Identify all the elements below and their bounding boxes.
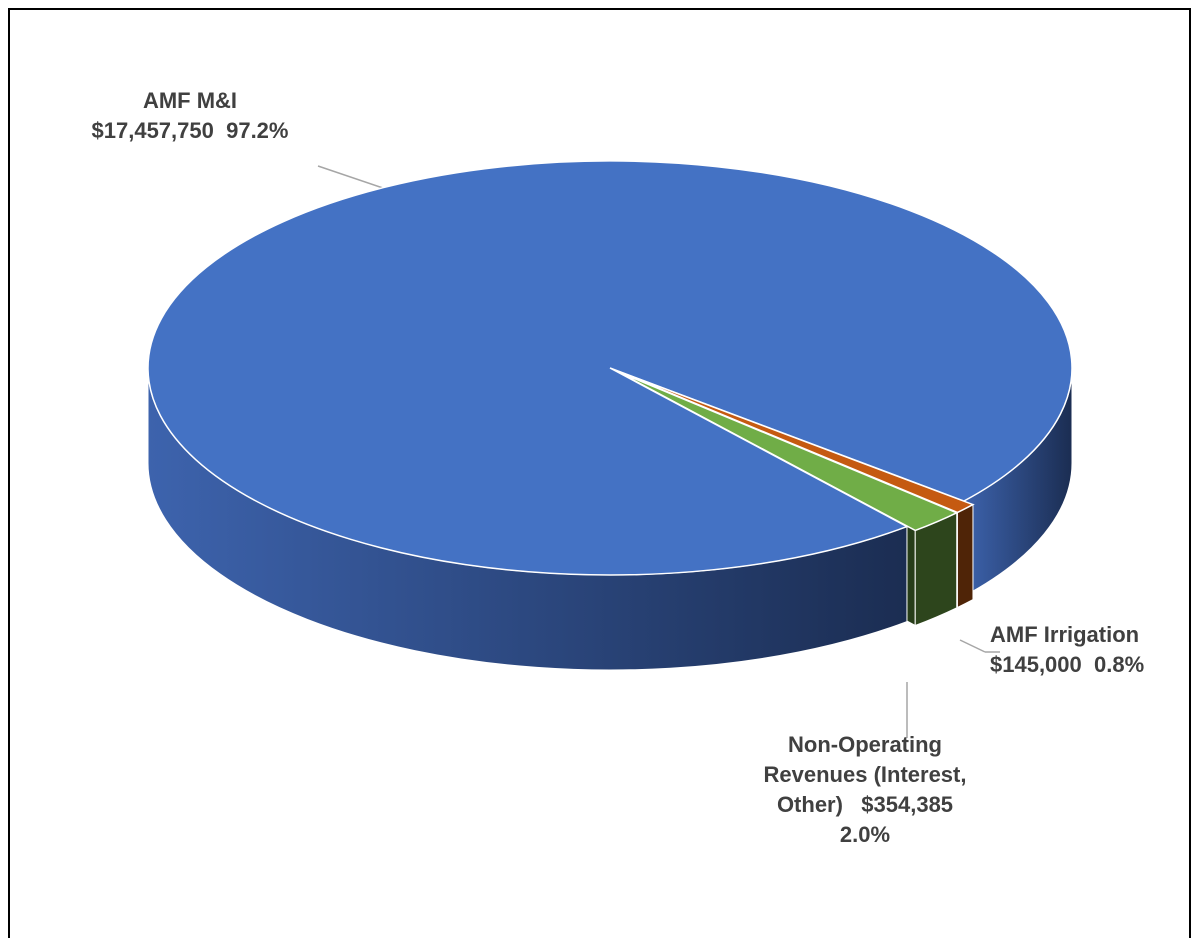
percent-label: 2.0% [839,822,891,847]
leader-line [959,639,986,653]
slice [617,371,959,532]
slice-label: AMF M&I $17,457,750 97.2% [40,86,340,146]
percent-label: 0.8% [1094,652,1145,677]
category-label: AMF Irrigation [990,622,1140,647]
slice-wall [914,511,958,627]
value-label: $354,385 [861,792,954,817]
category-label: Non-Operating Revenues (Interest, Other) [763,732,967,817]
leader-line [317,165,384,189]
slice-label: AMF Irrigation $145,000 0.8% [990,620,1199,680]
percent-label: 97.2% [226,118,289,143]
slice [147,160,1073,576]
slice-wall [956,503,974,609]
category-label: AMF M&I [142,88,238,113]
value-label: $17,457,750 [91,118,214,143]
slice-label: Non-Operating Revenues (Interest, Other)… [735,730,995,850]
value-label: $145,000 [990,652,1082,677]
chart-frame [8,8,1191,938]
